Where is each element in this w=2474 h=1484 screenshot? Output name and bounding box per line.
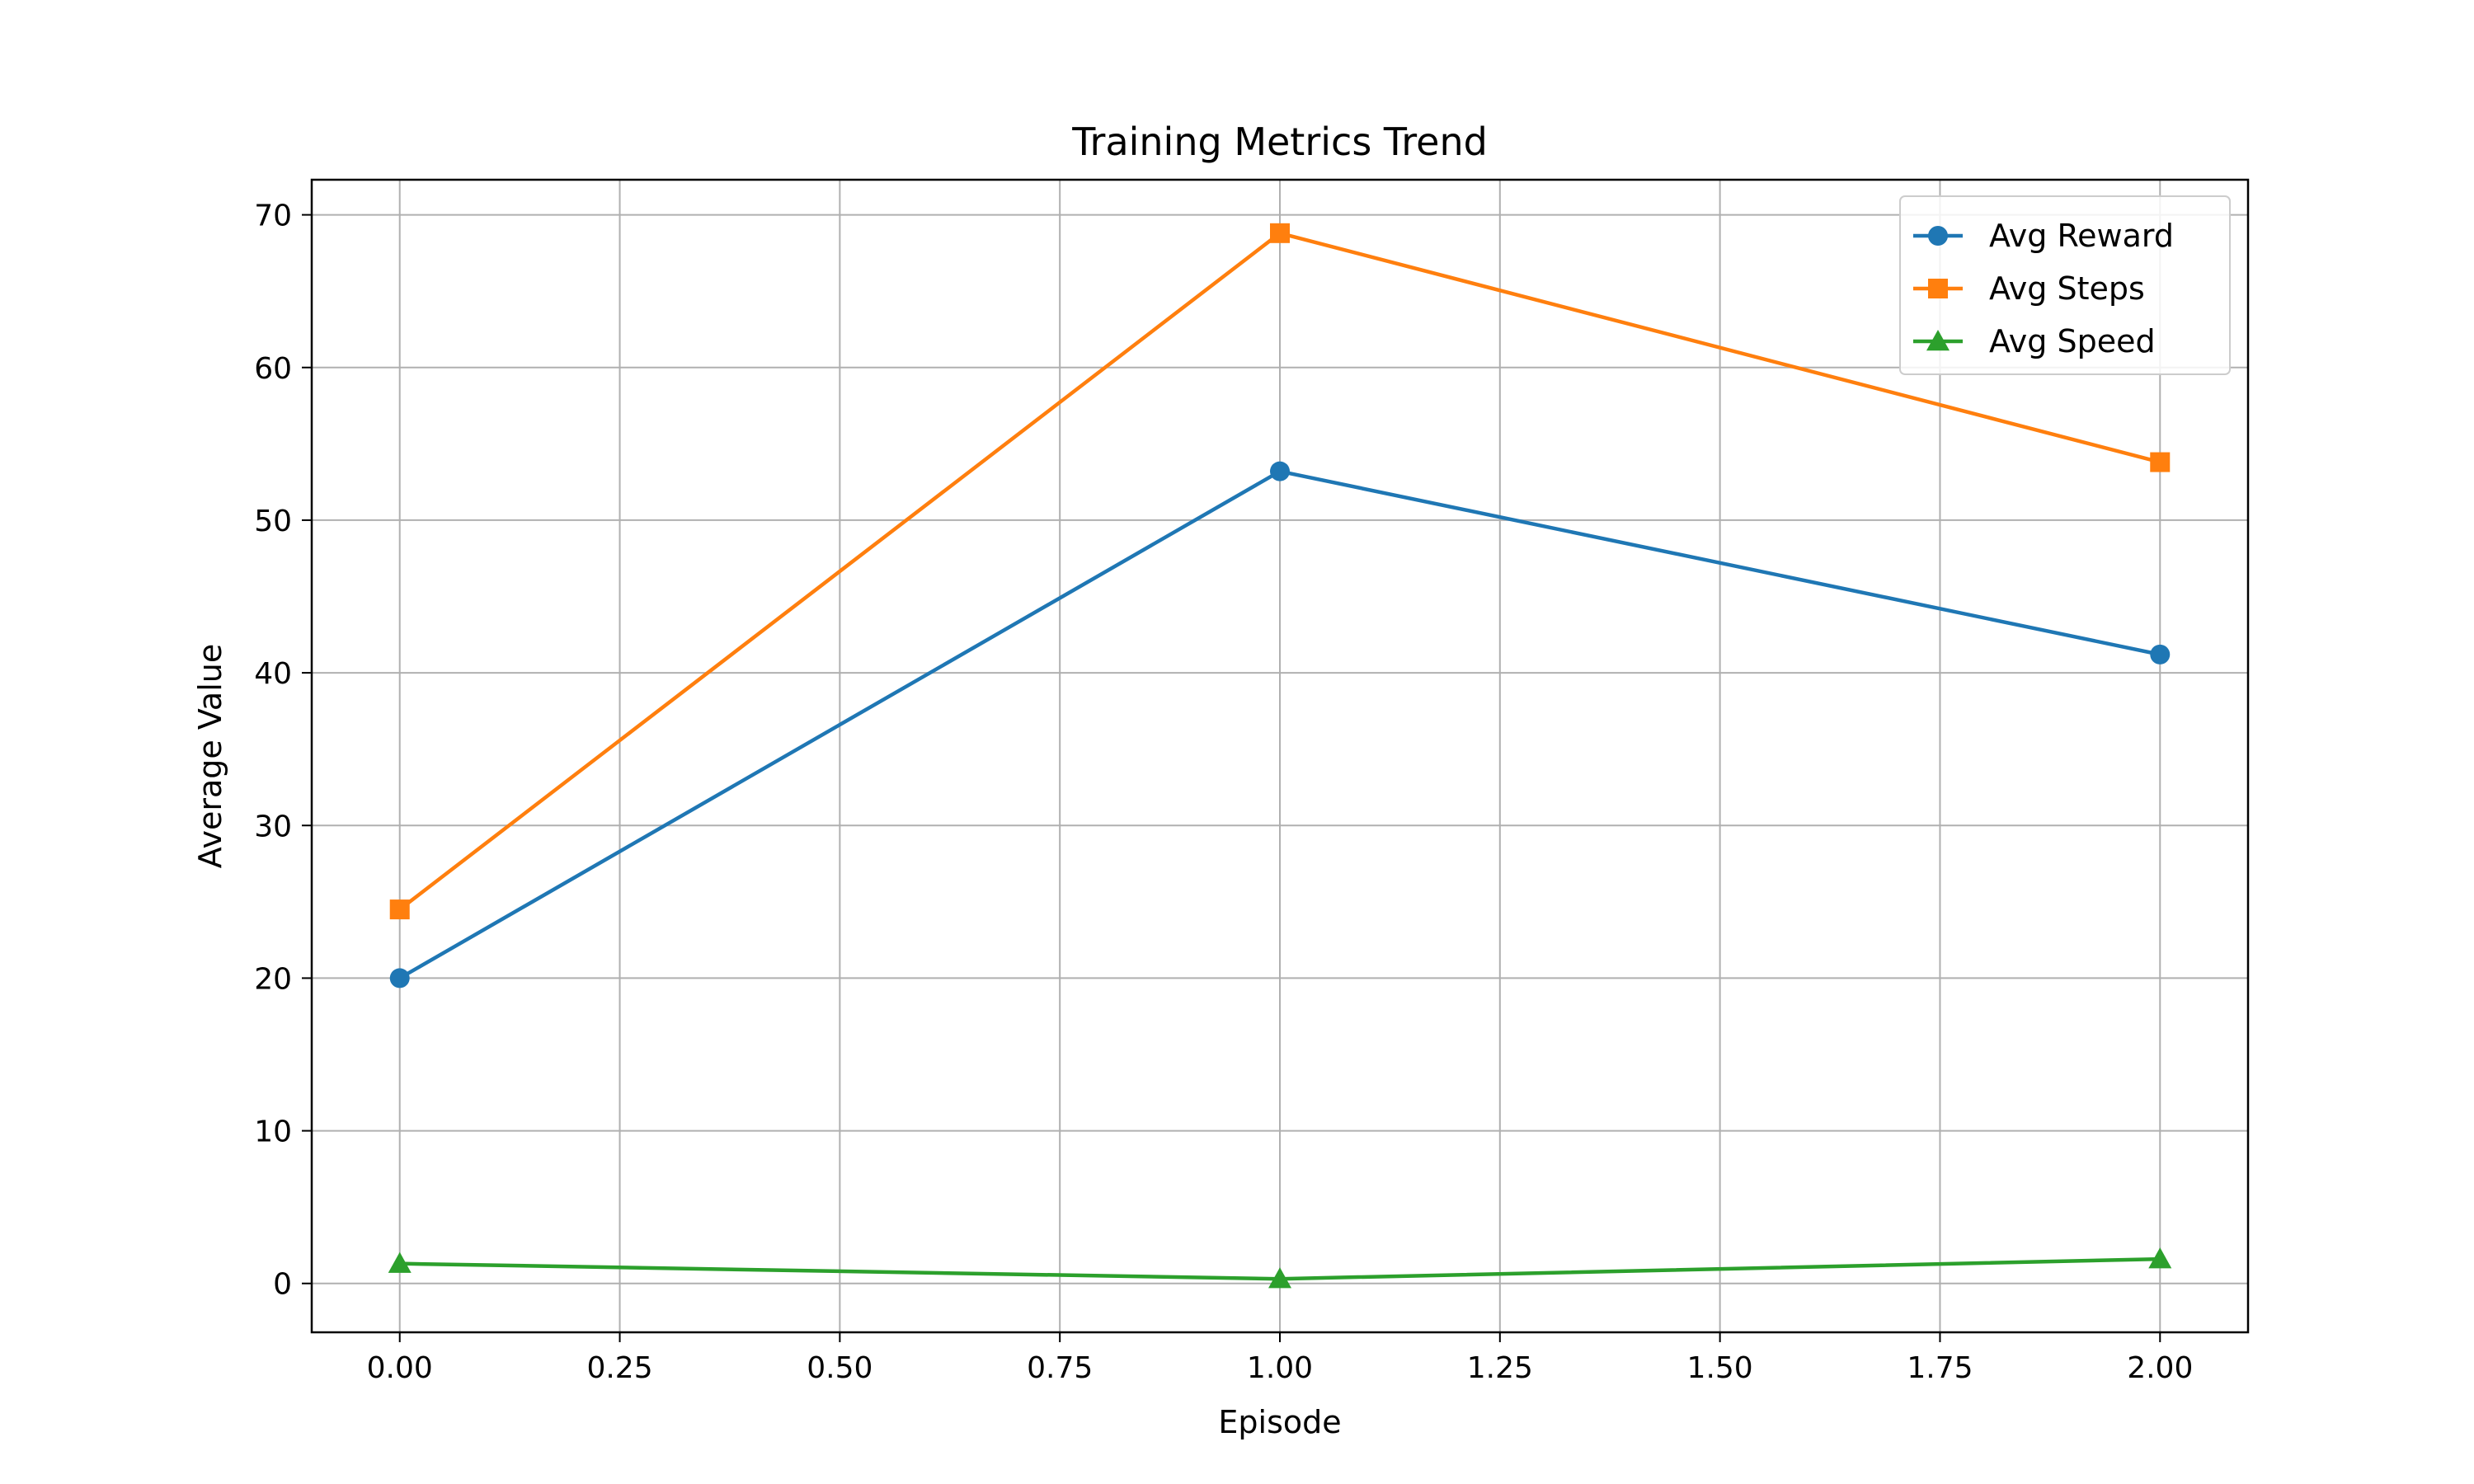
y-tick-label: 10 <box>254 1115 292 1149</box>
series-avg-reward <box>389 461 2171 989</box>
y-tick-label: 30 <box>254 810 292 843</box>
series-avg-steps <box>389 223 2171 920</box>
legend-item: Avg Reward <box>1913 218 2174 254</box>
y-tick-label: 0 <box>273 1268 292 1302</box>
y-tick-label: 40 <box>254 657 292 691</box>
legend-item: Avg Steps <box>1913 270 2145 307</box>
x-tick-label: 0.25 <box>586 1351 652 1385</box>
y-axis-label: Average Value <box>192 644 228 868</box>
data-point-square <box>1270 223 1290 243</box>
y-tick-label: 50 <box>254 505 292 538</box>
legend-marker-square <box>1928 279 1948 298</box>
data-point-circle <box>2150 644 2171 665</box>
x-tick-label: 0.50 <box>807 1351 872 1385</box>
legend-label: Avg Steps <box>1989 270 2145 307</box>
legend-marker-triangle <box>1926 330 1950 351</box>
x-tick-label: 1.75 <box>1907 1351 1973 1385</box>
plot-frame <box>310 178 2250 1334</box>
x-tick-label: 2.00 <box>2127 1351 2193 1385</box>
legend-frame <box>1899 195 2231 375</box>
chart-title: Training Metrics Trend <box>1071 120 1488 164</box>
series-layer <box>388 223 2172 1289</box>
x-tick-label: 1.25 <box>1467 1351 1533 1385</box>
data-point-circle <box>389 968 410 989</box>
legend: Avg Reward Avg Steps Avg Speed <box>1899 195 2231 375</box>
y-tick-label: 60 <box>254 352 292 386</box>
data-point-triangle <box>388 1252 412 1273</box>
legend-label: Avg Reward <box>1989 218 2174 254</box>
data-point-square <box>389 899 410 920</box>
legend-label: Avg Speed <box>1989 323 2156 359</box>
series-avg-speed <box>388 1247 2172 1289</box>
x-tick-label: 0.75 <box>1027 1351 1093 1385</box>
y-tick-label: 20 <box>254 962 292 996</box>
data-point-triangle <box>1268 1267 1291 1289</box>
data-point-triangle <box>2148 1247 2172 1269</box>
y-tick-label: 70 <box>254 200 292 233</box>
data-point-circle <box>1270 461 1290 481</box>
axes: 0.00 0.25 0.50 0.75 1.00 1.25 1.50 1.75 2.00 0 10 2… <box>254 200 2193 1385</box>
legend-item: Avg Speed <box>1913 323 2156 359</box>
x-tick-label: 1.00 <box>1247 1351 1313 1385</box>
data-point-square <box>2150 452 2171 472</box>
x-axis-label: Episode <box>1218 1404 1341 1440</box>
legend-marker-circle <box>1928 226 1948 246</box>
x-tick-label: 1.50 <box>1687 1351 1753 1385</box>
x-tick-label: 0.00 <box>367 1351 433 1385</box>
